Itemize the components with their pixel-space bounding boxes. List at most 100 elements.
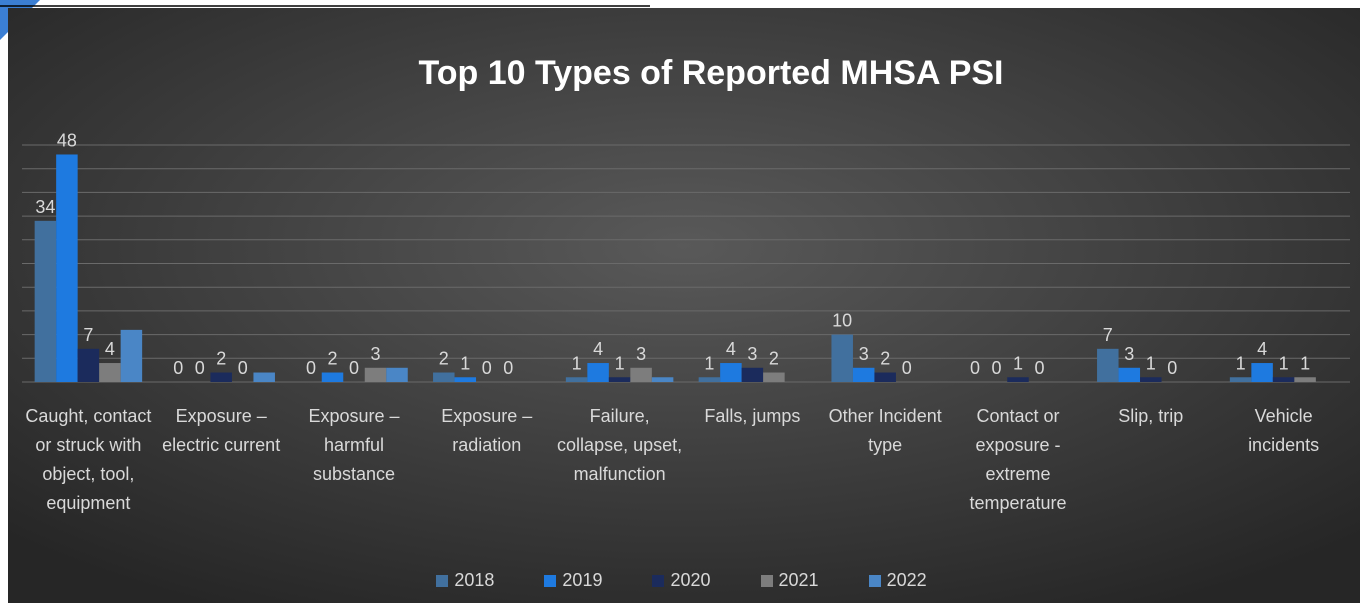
data-label: 4 xyxy=(726,339,736,359)
chart-background xyxy=(8,8,1360,603)
data-label: 1 xyxy=(1236,353,1246,373)
data-label: 0 xyxy=(1167,358,1177,378)
bar xyxy=(433,372,455,382)
bar xyxy=(454,377,477,382)
data-label: 3 xyxy=(636,344,646,364)
bar xyxy=(698,377,721,382)
data-label: 3 xyxy=(747,344,757,364)
bar xyxy=(364,367,387,382)
data-label: 0 xyxy=(482,358,492,378)
bar xyxy=(77,348,100,382)
data-label: 10 xyxy=(832,311,852,331)
legend-swatch xyxy=(868,574,881,587)
bar xyxy=(1272,377,1295,382)
data-label: 2 xyxy=(327,349,337,369)
legend-swatch xyxy=(544,574,557,587)
data-label: 1 xyxy=(572,353,582,373)
bar xyxy=(852,367,875,382)
legend-label: 2020 xyxy=(670,570,711,590)
data-label: 0 xyxy=(195,358,205,378)
data-label: 1 xyxy=(1279,353,1289,373)
data-label: 48 xyxy=(57,130,77,150)
bar xyxy=(874,372,896,382)
bar xyxy=(253,372,275,382)
legend-swatch xyxy=(652,574,665,587)
bar xyxy=(651,377,674,382)
x-tick-label: Caught, contact or struck with object, t… xyxy=(25,406,152,513)
x-tick-label: Exposure – radiation xyxy=(441,406,533,455)
data-label: 0 xyxy=(173,358,183,378)
data-label: 2 xyxy=(439,349,449,369)
legend-item: 2018 xyxy=(436,570,494,591)
data-label: 4 xyxy=(105,339,115,359)
legend-label: 2022 xyxy=(886,570,927,590)
bar xyxy=(120,329,143,382)
bar xyxy=(763,372,785,382)
legend-item: 2019 xyxy=(544,570,602,591)
bar xyxy=(1097,348,1119,382)
bar xyxy=(630,367,652,382)
bar xyxy=(386,367,408,382)
bar xyxy=(1294,377,1316,382)
data-label: 1 xyxy=(460,353,470,373)
data-label: 4 xyxy=(593,339,603,359)
legend-item: 2021 xyxy=(760,570,819,591)
bar xyxy=(1229,377,1252,382)
bar xyxy=(1251,363,1273,382)
x-tick-label: Exposure – harmful substance xyxy=(308,406,400,484)
legend-swatch xyxy=(436,574,449,587)
bar xyxy=(1007,377,1029,382)
data-label: 1 xyxy=(704,353,714,373)
x-tick-label: Contact or exposure - extreme temperatur… xyxy=(969,406,1067,513)
data-label: 4 xyxy=(1257,339,1267,359)
x-tick-label: Failure, collapse, upset, malfunction xyxy=(557,406,683,484)
data-label: 34 xyxy=(35,197,55,217)
legend-label: 2018 xyxy=(454,570,495,590)
data-label: 3 xyxy=(1124,344,1134,364)
data-label: 2 xyxy=(216,349,226,369)
bar xyxy=(741,367,764,382)
x-tick-label: Slip, trip xyxy=(1118,406,1184,426)
bar xyxy=(831,334,853,382)
bar xyxy=(99,363,121,382)
data-label: 2 xyxy=(880,349,890,369)
bar xyxy=(1118,367,1141,382)
bar xyxy=(34,220,57,382)
data-label: 0 xyxy=(1034,358,1044,378)
bar xyxy=(1140,377,1162,382)
bar xyxy=(587,363,609,382)
legend: 2018 2019 2020 2021 2022 xyxy=(0,570,1363,591)
data-label: 3 xyxy=(370,344,380,364)
bar xyxy=(565,377,588,382)
data-label: 7 xyxy=(83,325,93,345)
data-label: 7 xyxy=(1103,325,1113,345)
data-label: 0 xyxy=(238,358,248,378)
legend-label: 2019 xyxy=(562,570,603,590)
x-tick-label: Exposure – electric current xyxy=(162,406,281,455)
data-label: 0 xyxy=(503,358,513,378)
data-label: 3 xyxy=(859,344,869,364)
data-label: 0 xyxy=(349,358,359,378)
legend-swatch xyxy=(760,574,773,587)
data-label: 0 xyxy=(306,358,316,378)
chart-title: Top 10 Types of Reported MHSA PSI xyxy=(419,54,1004,92)
bar xyxy=(608,377,631,382)
data-label: 0 xyxy=(902,358,912,378)
legend-label: 2021 xyxy=(778,570,819,590)
data-label: 1 xyxy=(1013,353,1023,373)
data-label: 1 xyxy=(1300,353,1310,373)
x-tick-label: Vehicle incidents xyxy=(1248,406,1320,455)
data-label: 0 xyxy=(970,358,980,378)
data-label: 1 xyxy=(615,353,625,373)
bar xyxy=(321,372,344,382)
data-label: 1 xyxy=(1146,353,1156,373)
bar xyxy=(210,372,232,382)
legend-item: 2020 xyxy=(652,570,711,591)
x-tick-label: Other Incident type xyxy=(828,406,942,455)
bar xyxy=(56,154,78,382)
data-label: 2 xyxy=(769,349,779,369)
x-tick-label: Falls, jumps xyxy=(704,406,801,426)
bar xyxy=(720,363,742,382)
